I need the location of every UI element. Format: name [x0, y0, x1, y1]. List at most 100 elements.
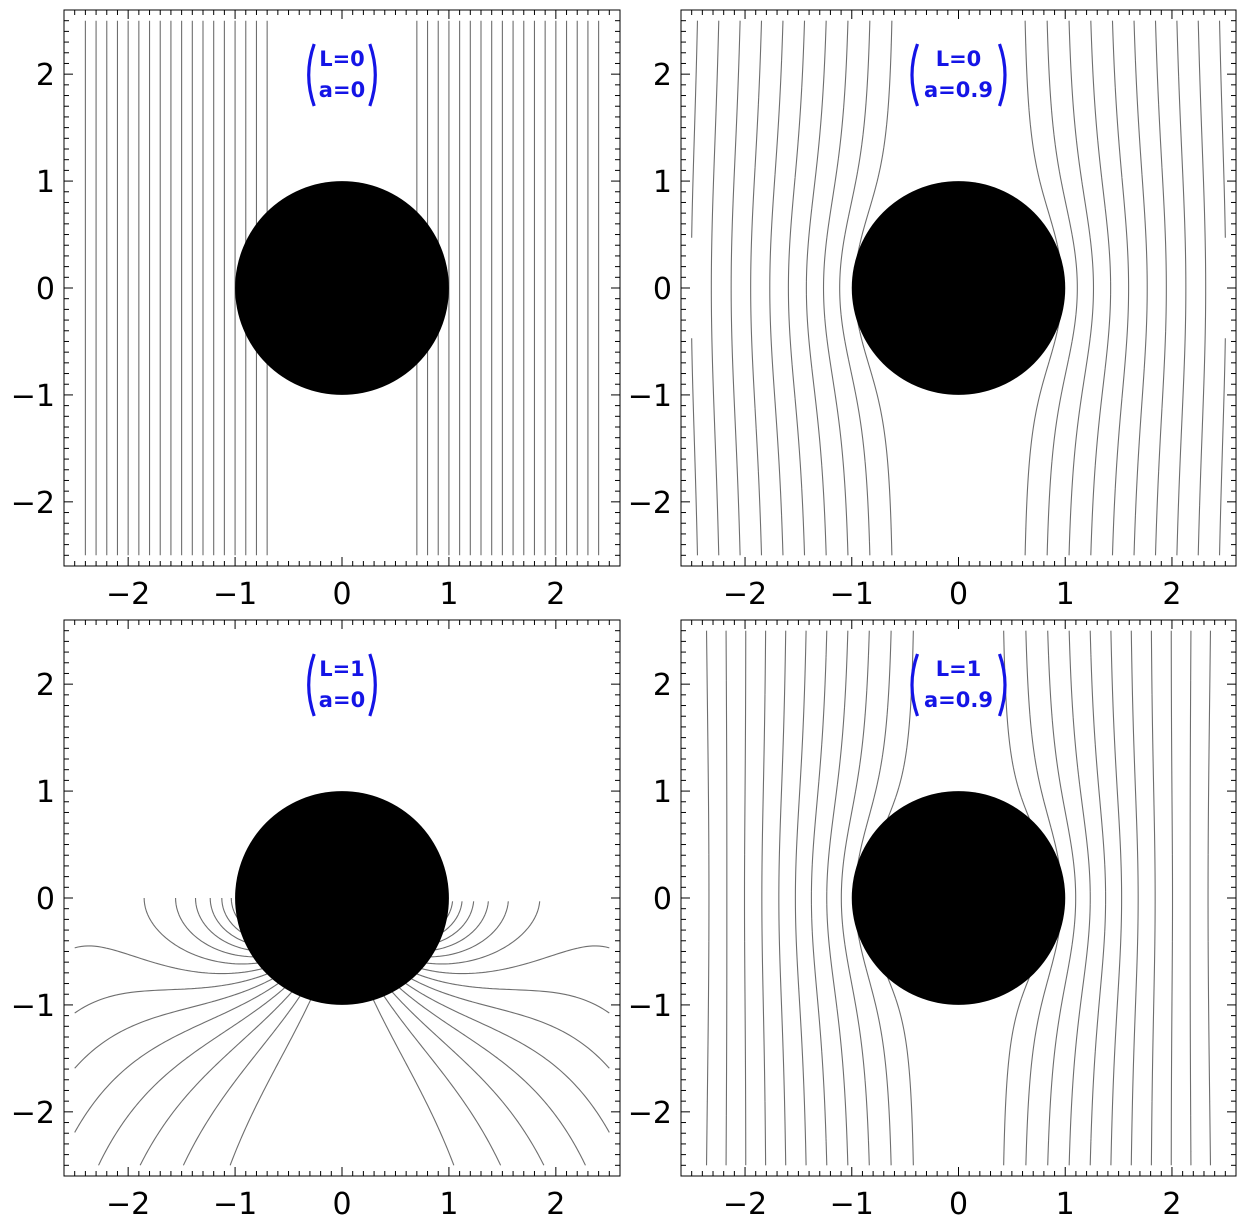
- parameter-label: L=1a=0: [307, 653, 377, 717]
- field-line-17: [1110, 630, 1123, 1166]
- field-line-18: [1130, 630, 1139, 1166]
- field-line-15: [1111, 20, 1130, 556]
- y-tick-label: 0: [36, 272, 55, 307]
- parameter-label: L=1 a=0.9: [910, 653, 1007, 717]
- y-tick-label: −2: [11, 486, 55, 521]
- field-line-20: [1218, 20, 1226, 556]
- field-line-3: [730, 20, 741, 556]
- field-line-21: [1189, 630, 1192, 1166]
- field-line-15: [1068, 630, 1091, 1166]
- field-line-9: [840, 630, 870, 1166]
- right-paren: [997, 43, 1007, 107]
- x-tick-label: 1: [439, 1187, 458, 1222]
- field-line-22: [1207, 630, 1212, 1166]
- parameter-label: L=0a=0: [307, 43, 377, 107]
- field-line-12: [1046, 20, 1078, 556]
- field-line-10: [854, 20, 893, 556]
- field-line-4: [761, 630, 767, 1166]
- parameter-label-line-1: L=0: [936, 47, 982, 71]
- x-tick-label: −2: [723, 1187, 767, 1222]
- x-tick-label: −1: [830, 577, 874, 612]
- field-line-5: [778, 630, 787, 1166]
- left-paren: [307, 653, 316, 717]
- parameter-label-line-1: L=1: [319, 657, 365, 681]
- black-hole-disk: [235, 181, 449, 395]
- parameter-label-line-2: a=0.9: [924, 78, 993, 102]
- field-line-10: [855, 630, 892, 1166]
- field-line-13: [1068, 20, 1095, 556]
- x-tick-label: −1: [830, 1187, 874, 1222]
- field-line-14: [1047, 630, 1077, 1166]
- parameter-label-line-1: L=1: [936, 657, 982, 681]
- y-tick-label: 2: [653, 58, 672, 93]
- field-line-19: [1150, 630, 1156, 1166]
- field-line-16: [1089, 630, 1107, 1166]
- field-lines: [705, 630, 1212, 1166]
- field-line-9: [839, 20, 871, 556]
- x-tick-label: 1: [1056, 577, 1075, 612]
- parameter-label-line-2: a=0.9: [924, 688, 993, 712]
- x-tick-label: 2: [546, 1187, 565, 1222]
- y-tick-label: 1: [36, 165, 55, 200]
- field-lines: [691, 20, 1226, 556]
- field-line-1: [691, 20, 699, 556]
- x-tick-label: 2: [546, 577, 565, 612]
- x-tick-label: −1: [213, 1187, 257, 1222]
- x-tick-label: −2: [106, 1187, 150, 1222]
- x-tick-label: 0: [949, 1187, 968, 1222]
- y-tick-label: −1: [628, 989, 672, 1024]
- field-line-4: [750, 20, 763, 556]
- x-tick-label: 0: [332, 1187, 351, 1222]
- x-tick-label: 2: [1162, 1187, 1181, 1222]
- left-paren: [307, 43, 316, 107]
- x-tick-label: 2: [1162, 577, 1181, 612]
- y-tick-label: 0: [36, 882, 55, 917]
- field-line-7: [805, 20, 827, 556]
- y-tick-label: 0: [653, 882, 672, 917]
- panel-2: −2 −1 0 1 2 −2 −1 0 1 2 L=0 a=0.9: [628, 9, 1237, 612]
- y-tick-label: −1: [11, 379, 55, 414]
- y-tick-label: −1: [628, 379, 672, 414]
- right-paren: [997, 653, 1007, 717]
- left-paren: [910, 43, 920, 107]
- field-lines: [84, 20, 600, 556]
- right-paren: [368, 653, 377, 717]
- parameter-label-line-1: L=0: [319, 47, 365, 71]
- y-tick-label: −1: [11, 989, 55, 1024]
- x-tick-label: 1: [1056, 1187, 1075, 1222]
- field-line-2: [725, 630, 728, 1166]
- field-line-6: [787, 20, 806, 556]
- axis-ticks: [680, 9, 1237, 567]
- axis-ticks: [63, 9, 621, 567]
- y-tick-label: 2: [653, 668, 672, 703]
- field-line-18: [1176, 20, 1187, 556]
- field-line-19: [1197, 20, 1207, 556]
- x-tick-label: 1: [439, 577, 458, 612]
- field-line-6: [794, 630, 807, 1166]
- parameter-label-line-2: a=0: [319, 78, 365, 102]
- field-lines: [75, 897, 610, 1165]
- field-line-8: [822, 20, 849, 556]
- field-line-16: [1133, 20, 1148, 556]
- field-line-13: [1025, 630, 1062, 1166]
- axis-ticks: [680, 619, 1237, 1177]
- field-line-7: [810, 630, 828, 1166]
- axis-ticks: [63, 619, 621, 1177]
- black-hole-disk: [235, 791, 449, 1005]
- field-line-1: [705, 630, 710, 1166]
- field-line-14: [1090, 20, 1112, 556]
- y-tick-label: 1: [36, 775, 55, 810]
- y-tick-label: −2: [628, 1096, 672, 1131]
- black-hole-disk: [851, 181, 1066, 395]
- right-paren: [368, 43, 377, 107]
- field-line-11: [194, 897, 489, 951]
- y-tick-label: −2: [11, 1096, 55, 1131]
- x-tick-label: −2: [106, 577, 150, 612]
- field-line-5: [769, 20, 784, 556]
- x-tick-label: 0: [332, 577, 351, 612]
- x-tick-label: 0: [949, 577, 968, 612]
- panel-4: −2 −1 0 1 2 −2 −1 0 1 2 L=1 a=0.9: [628, 619, 1237, 1222]
- x-tick-label: −1: [213, 577, 257, 612]
